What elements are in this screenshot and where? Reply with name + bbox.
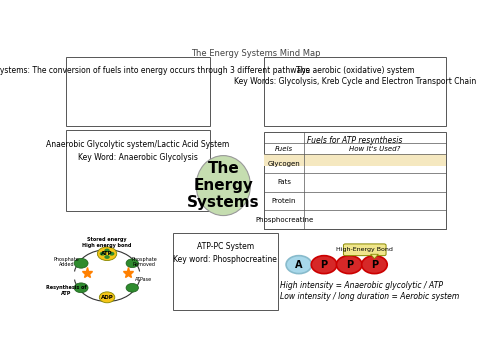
Text: A: A	[295, 259, 302, 270]
Ellipse shape	[196, 156, 250, 216]
Text: High intensity = Anaerobic glycolytic / ATP: High intensity = Anaerobic glycolytic / …	[280, 281, 442, 290]
Bar	[66, 130, 210, 211]
Text: The Energy Systems Mind Map: The Energy Systems Mind Map	[192, 49, 321, 58]
Text: Fuels: Fuels	[275, 145, 293, 152]
Text: High-Energy Bond: High-Energy Bond	[336, 247, 393, 252]
Text: Fats: Fats	[277, 179, 291, 185]
Text: The
Energy
Systems: The Energy Systems	[187, 161, 260, 211]
Circle shape	[312, 256, 337, 274]
Text: Key Words: Glycolysis, Kreb Cycle and Electron Transport Chain: Key Words: Glycolysis, Kreb Cycle and El…	[234, 76, 476, 86]
Text: ADP: ADP	[100, 295, 114, 300]
Text: Anaerobic Glycolytic system/Lactic Acid System: Anaerobic Glycolytic system/Lactic Acid …	[46, 139, 230, 149]
Text: Phosphocreatine: Phosphocreatine	[255, 217, 313, 223]
Text: ATP: ATP	[101, 251, 113, 256]
Text: How It's Used?: How It's Used?	[350, 145, 401, 152]
Circle shape	[104, 255, 110, 259]
Text: P: P	[371, 259, 378, 270]
Polygon shape	[370, 254, 378, 259]
Text: Resynthesis of
ATP: Resynthesis of ATP	[46, 285, 86, 296]
Bar	[66, 57, 210, 126]
Text: ATP-PC System: ATP-PC System	[196, 242, 254, 251]
Circle shape	[100, 252, 105, 256]
Text: Key word: Phosphocreatine: Key word: Phosphocreatine	[174, 255, 277, 264]
Text: The aerobic (oxidative) system: The aerobic (oxidative) system	[296, 65, 414, 75]
Text: Protein: Protein	[272, 198, 296, 204]
Bar	[173, 233, 278, 310]
Text: Stored energy
High energy bond: Stored energy High energy bond	[82, 238, 132, 248]
Circle shape	[126, 284, 138, 292]
Bar	[264, 57, 446, 126]
Circle shape	[74, 258, 88, 268]
Text: Key Word: Anaerobic Glycolysis: Key Word: Anaerobic Glycolysis	[78, 153, 198, 162]
FancyBboxPatch shape	[344, 244, 386, 256]
Circle shape	[336, 256, 362, 274]
Circle shape	[98, 247, 117, 261]
Text: ATPase: ATPase	[136, 277, 152, 282]
Circle shape	[104, 249, 110, 252]
Bar	[264, 132, 446, 229]
Text: Glycogen: Glycogen	[268, 161, 300, 167]
Circle shape	[286, 256, 312, 274]
Text: Low intensity / long duration = Aerobic system: Low intensity / long duration = Aerobic …	[280, 292, 459, 301]
Circle shape	[126, 259, 138, 268]
Text: Phosphate
Removed: Phosphate Removed	[131, 257, 157, 267]
Text: P: P	[320, 259, 328, 270]
Bar	[264, 154, 446, 166]
Text: Energy Systems: The conversion of fuels into energy occurs through 3 different p: Energy Systems: The conversion of fuels …	[0, 65, 310, 75]
Circle shape	[74, 283, 88, 293]
Text: P: P	[346, 259, 353, 270]
Circle shape	[100, 292, 115, 303]
Circle shape	[109, 252, 114, 256]
Text: Fuels for ATP resynthesis: Fuels for ATP resynthesis	[308, 136, 403, 145]
Circle shape	[362, 256, 387, 274]
Text: Phosphate
Added: Phosphate Added	[54, 257, 79, 267]
